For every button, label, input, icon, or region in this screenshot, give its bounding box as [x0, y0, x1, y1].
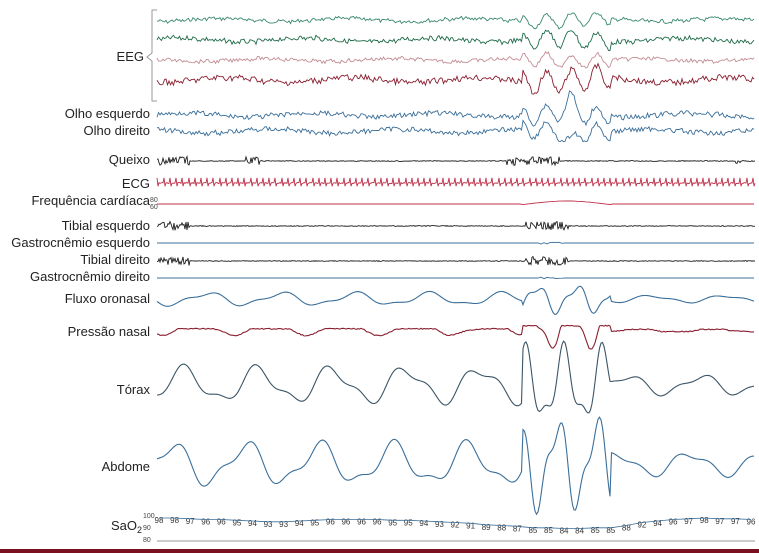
label-pressure: Pressão nasal	[68, 324, 150, 339]
trace-abdomen	[156, 416, 755, 516]
trace-flow	[156, 285, 755, 315]
trace-eye_right	[156, 119, 755, 143]
label-gastro_right: Gastrocnêmio direito	[30, 269, 150, 284]
sao2-value: 94	[295, 519, 304, 528]
sao2-value: 97	[186, 517, 195, 526]
trace-eeg3	[156, 50, 755, 69]
label-ecg: ECG	[122, 176, 150, 191]
trace-eeg2	[156, 29, 755, 51]
sao2-value: 97	[684, 517, 693, 526]
trace-ecg	[156, 177, 756, 187]
trace-eeg1	[156, 12, 755, 30]
sao2-value: 95	[232, 518, 241, 527]
sao2-value: 92	[637, 521, 646, 530]
sao2-value: 96	[669, 518, 678, 527]
scale-hr-0: 80	[150, 197, 158, 204]
channel-labels: Olho esquerdo Olho direito Queixo ECG Frequê…	[11, 106, 158, 474]
sao2-value: 95	[310, 518, 319, 527]
sao2-curve	[159, 517, 752, 529]
sao2-value: 98	[700, 516, 709, 525]
sao2-value: 85	[528, 526, 537, 535]
trace-thorax	[156, 340, 755, 414]
sao2-value: 96	[217, 518, 226, 527]
sao2-value: 88	[497, 524, 506, 533]
sao2-value: 94	[248, 519, 257, 528]
label-hr: Frequência cardíaca	[31, 193, 150, 208]
sao2-value: 96	[341, 518, 350, 527]
sao2-value: 84	[560, 527, 569, 536]
sao2-value: 96	[747, 518, 756, 527]
sao2-value: 97	[731, 517, 740, 526]
sao2-value: 94	[653, 519, 662, 528]
label-eye_left: Olho esquerdo	[65, 106, 150, 121]
label-tib_right: Tibial direito	[80, 252, 150, 267]
sao2-value: 98	[170, 516, 179, 525]
trace-eye_left	[156, 90, 755, 127]
sao2-value: 87	[513, 524, 522, 533]
label-tib_left: Tibial esquerdo	[62, 218, 150, 233]
sao2-value: 94	[419, 519, 428, 528]
sao2-value: 89	[482, 523, 491, 532]
trace-eeg4	[156, 62, 755, 95]
label-flow: Fluxo oronasal	[65, 291, 150, 306]
eeg-group-label: EEG	[117, 49, 144, 64]
sao2-label: SaO2	[111, 518, 142, 535]
sao2-value: 93	[279, 520, 288, 529]
sao2-value: 85	[591, 526, 600, 535]
trace-gastro_right	[157, 276, 754, 280]
sao2-value: 93	[264, 520, 273, 529]
sao2-value: 91	[466, 521, 475, 530]
sao2-value: 85	[544, 526, 553, 535]
sao2-scale-2: 80	[143, 537, 151, 544]
trace-hr	[157, 200, 754, 206]
sao2-label-sub: 2	[137, 525, 142, 535]
sao2-value: 85	[606, 526, 615, 535]
eeg-bracket	[146, 9, 157, 102]
label-abdomen: Abdome	[102, 459, 150, 474]
label-thorax: Tórax	[117, 382, 151, 397]
sao2-scale-0: 100	[143, 513, 155, 520]
sao2-value: 84	[575, 527, 584, 536]
trace-tib_right	[157, 255, 756, 267]
sao2-value: 96	[373, 518, 382, 527]
sao2-value: 98	[155, 516, 164, 525]
sao2-value: 97	[715, 517, 724, 526]
sao2-value: 96	[357, 518, 366, 527]
label-chin: Queixo	[109, 152, 150, 167]
bottom-rule	[0, 549, 759, 553]
sao2-value: 96	[201, 518, 210, 527]
label-eye_right: Olho direito	[84, 123, 150, 138]
sao2-value: 95	[388, 518, 397, 527]
sao2-value: 92	[451, 521, 460, 530]
trace-gastro_left	[157, 241, 754, 245]
scale-hr-1: 60	[150, 204, 158, 211]
signal-traces	[156, 12, 756, 516]
sao2-value: 88	[622, 524, 631, 533]
sao2-value: 95	[404, 518, 413, 527]
sao2-scale-1: 90	[143, 525, 151, 532]
label-gastro_left: Gastrocnêmio esquerdo	[11, 235, 150, 250]
trace-pressure	[156, 324, 755, 350]
trace-tib_left	[156, 220, 756, 232]
sao2-value: 93	[435, 520, 444, 529]
sao2-value: 96	[326, 518, 335, 527]
trace-chin	[156, 154, 756, 167]
